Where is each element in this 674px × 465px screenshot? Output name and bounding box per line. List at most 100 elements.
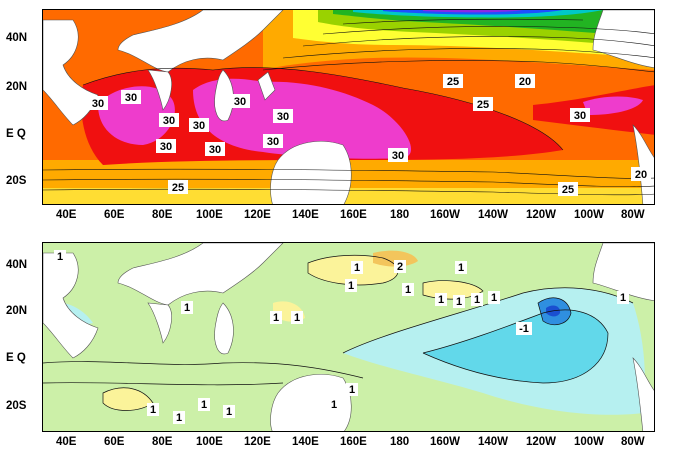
top-xlabel-60e: 60E	[104, 209, 125, 221]
top-contour-label-layer: 30 30 30 30 30 30 30 30 30 30 30 25 25 2…	[88, 74, 651, 196]
svg-text:25: 25	[172, 182, 184, 194]
bottom-ylabel-eq: E Q	[6, 352, 26, 364]
bottom-xlabel-80w: 80W	[621, 436, 645, 448]
top-map-frame: 30 30 30 30 30 30 30 30 30 30 30 25 25 2…	[42, 9, 655, 205]
north-band-green	[333, 10, 654, 38]
top-xlabel-100e: 100E	[196, 209, 223, 221]
top-label-15: 20	[631, 167, 651, 181]
svg-text:25: 25	[477, 99, 489, 111]
bottom-label-18: 1	[328, 398, 340, 411]
bottom-label-17: 1	[346, 383, 358, 396]
bottom-anomaly-map	[43, 243, 654, 431]
bottom-xlabel-160e: 160E	[340, 436, 367, 448]
top-xlabel-120w: 120W	[526, 209, 557, 221]
svg-text:1: 1	[150, 404, 156, 416]
top-label-13: 25	[473, 97, 493, 111]
svg-text:30: 30	[267, 136, 279, 148]
land-australia	[270, 141, 352, 204]
top-ylabel-20s: 20S	[6, 175, 27, 187]
bottom-land-north-america	[592, 243, 654, 301]
bottom-label-4: 1	[351, 261, 363, 274]
bottom-xlabel-60e: 60E	[104, 436, 125, 448]
top-label-6: 30	[156, 139, 176, 153]
north-band-violet	[423, 10, 523, 13]
svg-text:1: 1	[226, 406, 232, 418]
svg-text:1: 1	[354, 262, 360, 274]
bottom-positive-orange	[373, 250, 418, 267]
land-south-america	[632, 124, 654, 204]
land-philippines	[257, 71, 276, 101]
svg-text:1: 1	[273, 312, 279, 324]
bottom-xlabel-140w: 140W	[478, 436, 509, 448]
svg-text:1: 1	[620, 292, 626, 304]
svg-text:1: 1	[405, 284, 411, 296]
bottom-ylabel-20s: 20S	[6, 400, 27, 412]
svg-text:30: 30	[392, 150, 404, 162]
top-label-9: 30	[388, 148, 408, 162]
bottom-label-9: 1	[471, 293, 483, 306]
bottom-ylabel-20n: 20N	[6, 305, 28, 317]
top-ylabel-eq: E Q	[6, 128, 26, 140]
bottom-label-20: 1	[181, 301, 193, 314]
bottom-label-15: 1	[198, 398, 210, 411]
svg-text:30: 30	[209, 144, 221, 156]
svg-text:30: 30	[277, 111, 289, 123]
top-xlabel-80w: 80W	[621, 209, 645, 221]
svg-text:1: 1	[349, 384, 355, 396]
svg-text:30: 30	[160, 141, 172, 153]
top-ylabel-40n: 40N	[6, 32, 28, 44]
top-label-8: 30	[263, 134, 283, 148]
top-xlabel-160e: 160E	[340, 209, 367, 221]
bottom-xlabel-140e: 140E	[292, 436, 319, 448]
svg-text:1: 1	[458, 262, 464, 274]
top-xlabel-140e: 140E	[292, 209, 319, 221]
top-label-11: 25	[168, 180, 188, 194]
bottom-land-south-america	[632, 357, 654, 431]
svg-text:20: 20	[635, 169, 647, 181]
bottom-land-africa	[43, 252, 99, 359]
svg-text:1: 1	[176, 412, 182, 424]
svg-text:30: 30	[574, 110, 586, 122]
svg-text:25: 25	[447, 76, 459, 88]
top-label-2: 30	[159, 113, 179, 127]
bottom-land-australia	[270, 374, 352, 431]
land-africa	[43, 19, 99, 126]
svg-text:30: 30	[92, 98, 104, 110]
bottom-map-frame: 1 1 1 1 1 2 1 1 1 1 1 -1 1 1 1 1 1 1 1 1	[42, 242, 655, 432]
bottom-xlabel-120w: 120W	[526, 436, 557, 448]
indian-ocean-magenta	[98, 86, 175, 145]
bottom-label-16: 1	[223, 405, 235, 418]
land-india	[147, 69, 172, 111]
land-indochina	[214, 69, 234, 122]
bottom-label-1: 1	[270, 311, 282, 324]
svg-text:30: 30	[125, 92, 137, 104]
svg-text:30: 30	[163, 115, 175, 127]
svg-text:1: 1	[438, 294, 444, 306]
top-label-5: 30	[273, 109, 293, 123]
bottom-label-3: 1	[345, 279, 357, 292]
top-xlabel-140w: 140W	[478, 209, 509, 221]
bottom-label-5: 2	[394, 260, 406, 273]
top-label-10: 30	[570, 108, 590, 122]
bottom-ylabel-40n: 40N	[6, 259, 28, 271]
bottom-xlabel-160w: 160W	[430, 436, 461, 448]
bottom-land-indochina	[214, 302, 234, 355]
top-xlabel-40e: 40E	[56, 209, 77, 221]
svg-text:1: 1	[348, 280, 354, 292]
bottom-contour-label-layer: 1 1 1 1 1 2 1 1 1 1 1 -1 1 1 1 1 1 1 1 1	[54, 250, 629, 424]
svg-text:30: 30	[234, 96, 246, 108]
svg-text:25: 25	[562, 184, 574, 196]
bottom-label-7: 1	[435, 293, 447, 306]
top-xlabel-80e: 80E	[152, 209, 173, 221]
svg-text:1: 1	[456, 296, 462, 308]
top-xlabel-120e: 120E	[244, 209, 271, 221]
bottom-xlabel-100w: 100W	[574, 436, 605, 448]
bottom-xlabel-120e: 120E	[244, 436, 271, 448]
top-xlabel-100w: 100W	[574, 209, 605, 221]
bottom-xlabel-180: 180	[390, 436, 410, 448]
bottom-label-11: -1	[516, 322, 532, 335]
bottom-label-8: 1	[453, 295, 465, 308]
bottom-label-10: 1	[488, 291, 500, 304]
bottom-xlabel-80e: 80E	[152, 436, 173, 448]
svg-text:1: 1	[184, 302, 190, 314]
